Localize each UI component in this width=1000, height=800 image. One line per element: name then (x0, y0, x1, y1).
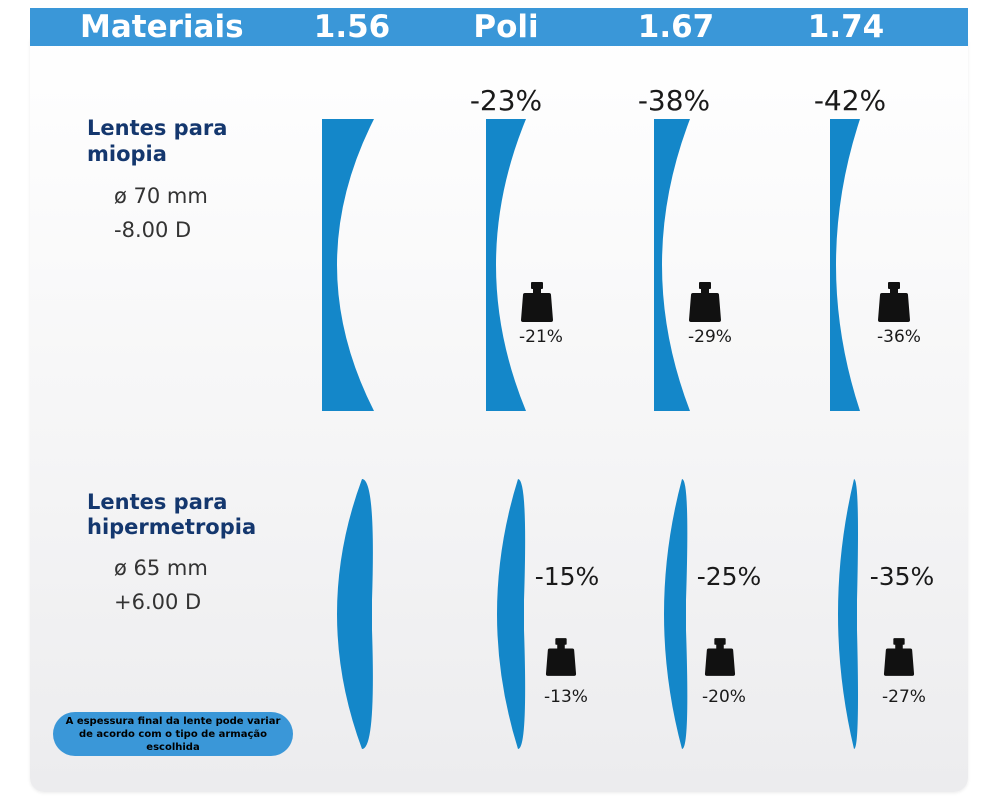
miopia-title-line2: miopia (87, 142, 167, 166)
miopia-weight-poli: -21% (519, 327, 563, 347)
weight-icon (883, 638, 915, 676)
lens-hiper-174 (838, 479, 858, 749)
lens-hiper-156 (337, 479, 373, 749)
miopia-weight-167: -29% (688, 327, 732, 347)
header-col-174: 1.74 (807, 9, 885, 45)
lens-miopia-poli (486, 119, 526, 411)
miopia-thickness-poli: -23% (469, 84, 543, 117)
hiper-weight-167: -20% (702, 687, 746, 707)
frame-note-text: A espessura final da lente pode variar d… (65, 715, 281, 753)
lens-miopia-174 (830, 119, 860, 411)
materials-header: Materiais 1.56 Poli 1.67 1.74 (30, 8, 968, 46)
lens-miopia-156 (322, 119, 374, 411)
hiper-thickness-167: -25% (696, 562, 762, 591)
hiper-weight-174: -27% (882, 687, 926, 707)
header-col-167: 1.67 (637, 9, 715, 45)
hiper-thickness-poli: -15% (534, 562, 600, 591)
lens-miopia-167 (654, 119, 690, 411)
hiper-power: +6.00 D (114, 590, 202, 614)
miopia-title-line1: Lentes para (87, 116, 228, 140)
weight-icon (688, 282, 722, 322)
header-col-poli: Poli (473, 9, 539, 45)
header-col-156: 1.56 (313, 9, 391, 45)
header-materials-label: Materiais (80, 9, 244, 45)
miopia-thickness-167: -38% (637, 84, 711, 117)
weight-icon (545, 638, 577, 676)
hiper-weight-poli: -13% (544, 687, 588, 707)
lens-hiper-poli (497, 479, 526, 749)
miopia-power: -8.00 D (114, 218, 192, 242)
lens-hiper-167 (664, 479, 688, 749)
weight-icon (704, 638, 736, 676)
miopia-weight-174: -36% (877, 327, 921, 347)
hiper-diameter: ø 65 mm (114, 556, 208, 580)
weight-icon (520, 282, 554, 322)
miopia-thickness-174: -42% (813, 84, 887, 117)
frame-note-badge: A espessura final da lente pode variar d… (53, 712, 293, 756)
weight-icon (877, 282, 911, 322)
hiper-title-line2: hipermetropia (87, 515, 257, 539)
miopia-diameter: ø 70 mm (114, 184, 208, 208)
hiper-thickness-174: -35% (869, 562, 935, 591)
hiper-title-line1: Lentes para (87, 490, 228, 514)
